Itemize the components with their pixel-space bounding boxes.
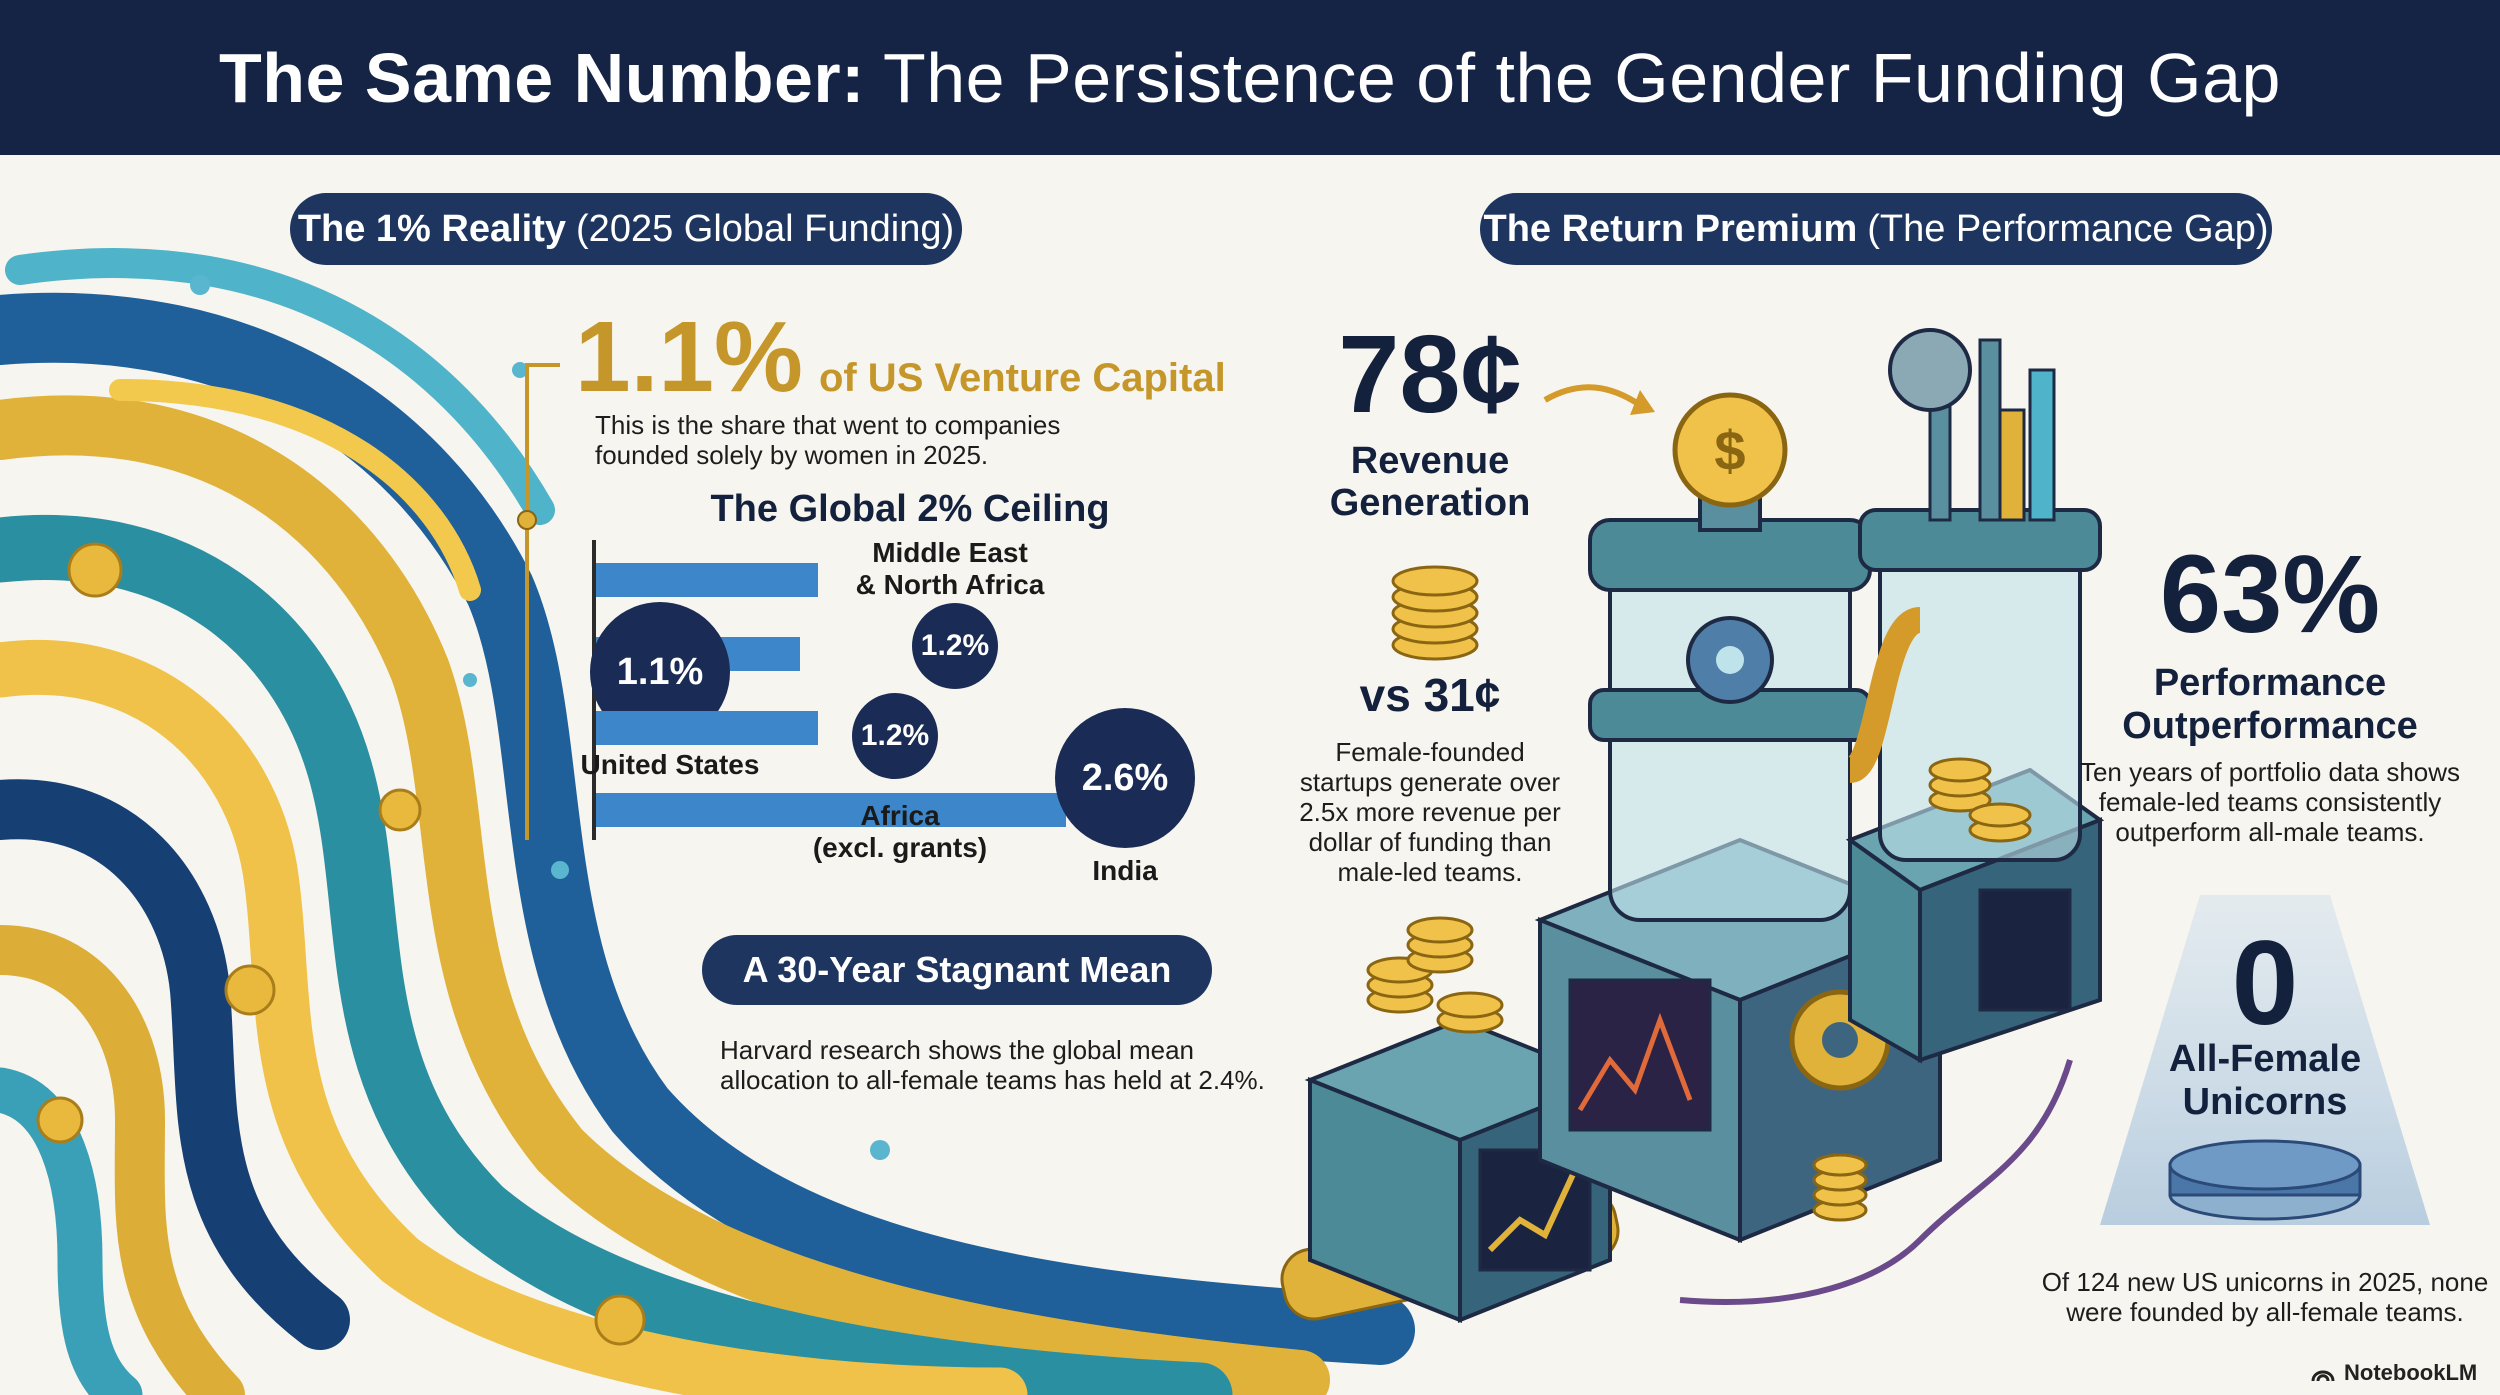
stagnant-mean-description: Harvard research shows the global mean a…: [720, 1035, 1340, 1095]
revenue-stat: 78¢: [1338, 313, 1522, 436]
revenue-description: Female-founded startups generate over 2.5x…: [1290, 737, 1570, 887]
chart-bar: [596, 793, 1066, 827]
label-mena: Middle East & North Africa: [820, 537, 1080, 601]
desc-line: founded solely by women in 2025.: [595, 440, 989, 470]
chart-bars-layer: 1.2% 1.1% 1.2% 2.6%: [0, 0, 1195, 848]
coin-stack-icon: [1391, 565, 1479, 661]
chart-bar: [596, 563, 818, 597]
performance-label: Performance Outperformance: [2060, 662, 2480, 748]
desc-line: Harvard research shows the global mean: [720, 1035, 1195, 1065]
section-pill-1-reality: The 1% Reality (2025 Global Funding): [290, 193, 962, 265]
performance-stat: 63%: [2159, 533, 2381, 656]
money-wave-illustration: [0, 248, 1415, 1395]
big-stat-value: 1.1%: [575, 301, 803, 413]
label-africa-line1: Africa: [860, 800, 940, 831]
big-stat-label: of US Venture Capital: [818, 356, 1226, 400]
chart-value-bubble: 2.6%: [1055, 708, 1195, 848]
stagnant-mean-pill: A 30-Year Stagnant Mean: [702, 935, 1212, 1005]
unicorn-stat: 0: [2231, 916, 2299, 1050]
performance-description: Ten years of portfolio data shows female-…: [2060, 757, 2480, 847]
section-pill-return-premium: The Return Premium (The Performance Gap): [1480, 193, 2272, 265]
desc-line: male-led teams.: [1337, 857, 1523, 887]
brand-name: NotebookLM: [2344, 1360, 2478, 1385]
chart-value-bubble: 1.2%: [852, 693, 938, 779]
label-africa-line2: (excl. grants): [812, 832, 988, 863]
chart-title: The Global 2% Ceiling: [710, 488, 1110, 530]
arrow-icon: [1543, 384, 1655, 415]
performance-label-line2: Outperformance: [2122, 705, 2418, 747]
revenue-label-line2: Generation: [1329, 482, 1531, 524]
desc-line: dollar of funding than: [1308, 827, 1552, 857]
desc-line: 2.5x more revenue per: [1299, 797, 1561, 827]
desc-line: outperform all-male teams.: [2115, 817, 2425, 847]
desc-line: startups generate over: [1299, 767, 1561, 797]
connector-line: [517, 363, 560, 840]
performance-label-line1: Performance: [2153, 662, 2387, 704]
unicorn-description: Of 124 new US unicorns in 2025, none were…: [2040, 1267, 2490, 1327]
unicorn-label-line1: All-Female: [2168, 1038, 2362, 1080]
label-us: United States: [580, 749, 760, 780]
svg-text:$: $: [1714, 419, 1745, 482]
revenue-label: Revenue Generation: [1300, 440, 1560, 524]
unicorn-label-line2: Unicorns: [2182, 1081, 2348, 1123]
desc-line: Female-founded: [1335, 737, 1525, 767]
pill-bold-text: The Return Premium: [1483, 207, 1858, 250]
pill-bold-text: The 1% Reality: [297, 207, 567, 250]
title-bold: The Same Number:: [219, 38, 865, 117]
funding-machine-illustration: $: [1280, 328, 2105, 1323]
vs-stat: vs 31¢: [1359, 669, 1501, 721]
spotlight-pedestal: [2100, 895, 2430, 1225]
page-title: The Same Number: The Persistence of the …: [0, 0, 2500, 155]
title-rest: The Persistence of the Gender Funding Ga…: [882, 38, 2281, 117]
label-mena-line2: & North Africa: [855, 569, 1045, 600]
revenue-label-line1: Revenue: [1350, 440, 1510, 482]
desc-line: This is the share that went to companies: [595, 410, 1061, 440]
us-vc-stat: 1.1% of US Venture Capital: [575, 300, 1275, 413]
desc-line: Of 124 new US unicorns in 2025, none: [2041, 1267, 2489, 1297]
label-africa: Africa (excl. grants): [790, 800, 1010, 864]
title-bar: [0, 0, 2500, 155]
desc-line: female-led teams consistently: [2098, 787, 2442, 817]
pill-rest-text: (2025 Global Funding): [576, 207, 955, 250]
desc-line: Ten years of portfolio data shows: [2079, 757, 2461, 787]
chart-bar: [596, 711, 818, 745]
desc-line: were founded by all-female teams.: [2066, 1297, 2464, 1327]
pill-rest-text: (The Performance Gap): [1867, 207, 2269, 250]
label-mena-line1: Middle East: [872, 537, 1028, 568]
label-india: India: [1092, 855, 1158, 886]
chart-value-bubble: 1.2%: [912, 603, 998, 689]
desc-line: allocation to all-female teams has held …: [720, 1065, 1265, 1095]
footer-brand: NotebookLM: [2310, 1358, 2495, 1388]
unicorn-label: All-Female Unicorns: [2120, 1038, 2410, 1124]
big-stat-description: This is the share that went to companies…: [595, 410, 1115, 470]
notebooklm-logo-icon: [2311, 1370, 2335, 1382]
